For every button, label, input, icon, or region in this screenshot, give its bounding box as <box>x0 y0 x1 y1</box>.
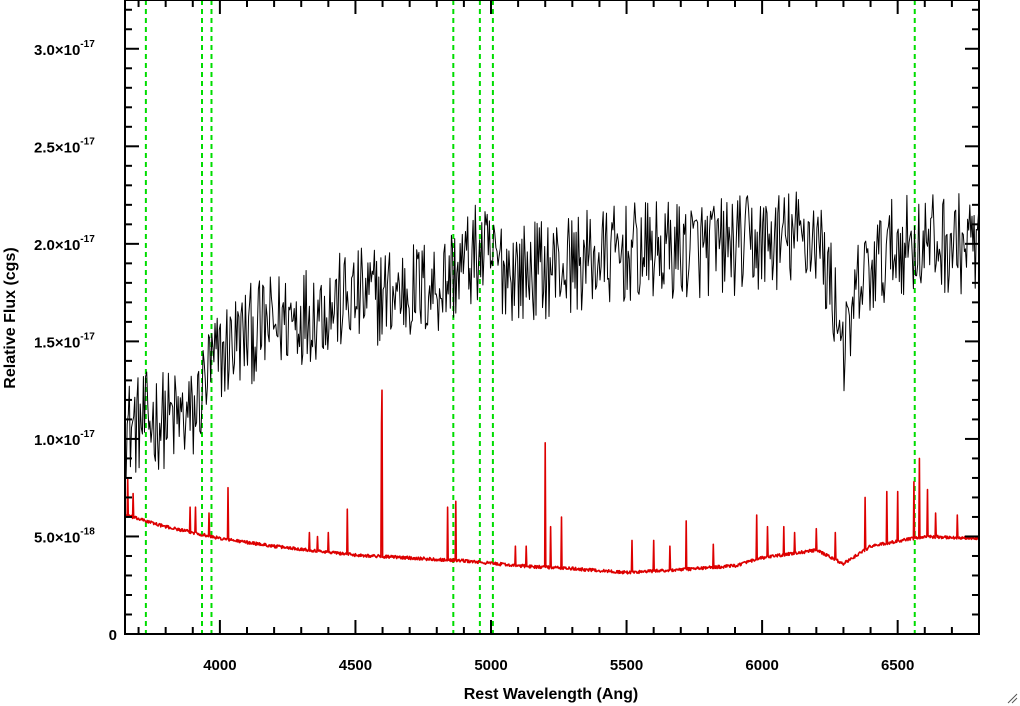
plot-axes <box>124 0 980 635</box>
x-tick-label: 6000 <box>745 657 778 674</box>
y-tick-labels: 05.0×10-181.0×10-171.5×10-172.0×10-172.5… <box>34 39 117 644</box>
x-tick-label: 6500 <box>881 657 914 674</box>
x-tick-labels: 4000 4500 5000 5500 6000 6500 <box>203 657 914 674</box>
x-tick-label: 4500 <box>339 657 372 674</box>
y-tick-exponent: -18 <box>80 526 95 537</box>
y-tick-label: 1.5×10-17 <box>34 331 95 351</box>
y-tick-exponent: -17 <box>80 39 95 50</box>
x-tick-label: 4000 <box>203 657 236 674</box>
y-tick-mantissa: 2.5×10 <box>34 139 80 156</box>
y-tick-mantissa: 2.0×10 <box>34 237 80 254</box>
series-line-0 <box>125 191 979 479</box>
y-tick-exponent: -17 <box>80 234 95 245</box>
x-axis-title: Rest Wavelength (Ang) <box>464 686 639 703</box>
y-tick-exponent: -17 <box>80 136 95 147</box>
y-tick-label: 2.0×10-17 <box>34 234 95 254</box>
y-tick-label: 5.0×10-18 <box>34 526 95 546</box>
y-tick-label: 1.0×10-17 <box>34 429 95 449</box>
y-tick-label: 3.0×10-17 <box>34 39 95 59</box>
window-resize-grip[interactable] <box>1006 692 1018 704</box>
y-axis-title: Relative Flux (cgs) <box>2 247 19 388</box>
x-tick-label: 5000 <box>474 657 507 674</box>
x-tick-label: 5500 <box>610 657 643 674</box>
y-tick-mantissa: 5.0×10 <box>34 529 80 546</box>
y-tick-mantissa: 1.5×10 <box>34 334 80 351</box>
emission-line-markers <box>144 0 916 634</box>
y-tick-label: 0 <box>109 627 117 644</box>
plot-frame <box>124 0 980 635</box>
y-tick-exponent: -17 <box>80 331 95 342</box>
series-line-1 <box>125 389 979 575</box>
y-tick-label: 2.5×10-17 <box>34 136 95 156</box>
y-tick-exponent: -17 <box>80 429 95 440</box>
spectrum-series <box>125 191 979 575</box>
y-tick-mantissa: 3.0×10 <box>34 42 80 59</box>
y-tick-mantissa: 1.0×10 <box>34 432 80 449</box>
